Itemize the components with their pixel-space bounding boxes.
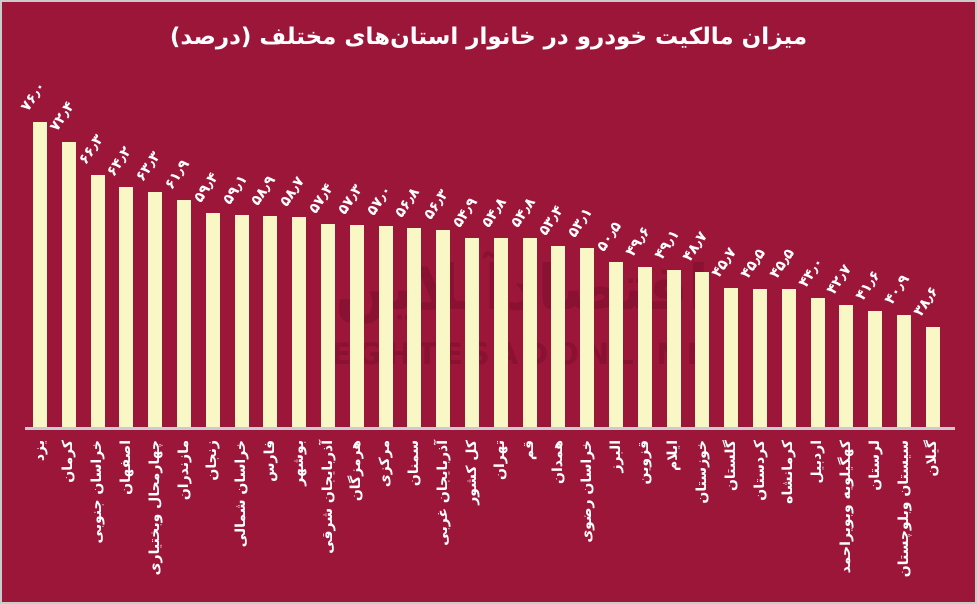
bar [522,238,537,427]
x-axis-label: زنجان [204,440,221,481]
x-axis-label: ایلام [665,440,682,471]
bar-value-label: ۵۷٫۳ [334,181,366,218]
bar [666,270,681,427]
x-axis-label: آذربایجان غربی [434,440,451,546]
bar [349,225,364,427]
bar [205,213,220,427]
x-axis-label: گلستان [722,440,739,492]
x-axis-label: کهگیلویه وبویراحمد [837,440,854,574]
x-axis-label: چهارمحال وبختیاری [146,440,163,576]
bar [925,327,940,427]
bar-value-label: ۴۱٫۶ [853,267,885,304]
x-axis-label: کرمان [60,440,77,483]
bar [378,226,393,427]
x-axis-label: خوزستان [693,440,710,504]
x-axis-label: مرکزی [377,440,394,488]
bar-value-label: ۶۶٫۳ [75,131,107,168]
bar [868,311,883,427]
x-axis-label: خراسان جنوبی [89,440,106,544]
bar [321,224,335,427]
bar-value-label: ۳۸٫۶ [910,283,942,320]
bar [810,298,825,427]
x-axis-label: اصفهان [117,440,134,495]
bar-value-label: ۶۳٫۳ [133,148,165,185]
x-axis-label: هرمزگان [348,440,365,502]
bar-value-label: ۷۲٫۴ [46,98,78,135]
bar-value-label: ۴۸٫۷ [680,228,712,265]
x-axis-label: کل کشور [463,440,480,505]
bar-value-label: ۷۶٫۰ [17,78,50,115]
bar-value-label: ۴۵٫۷ [709,244,741,281]
bar [551,246,566,427]
x-axis-label: یزد [31,440,48,462]
x-axis-label: همدان [549,440,566,484]
x-axis-label: مازندران [175,440,192,501]
bar [637,267,652,427]
bar-value-label: ۵۶٫۳ [421,186,453,223]
bar-value-label: ۴۹٫۱ [651,226,683,263]
bar [292,217,307,427]
bar [609,262,623,427]
bar [897,315,911,427]
x-axis-line [25,427,955,430]
x-axis-label: بوشهر [290,440,307,486]
bar [234,215,249,427]
x-axis-label: سمنان [405,440,422,487]
bar [407,228,422,427]
bar-value-label: ۵۷٫۰ [363,182,395,219]
bar [839,305,854,427]
bar-value-label: ۴۴٫۰ [795,254,827,291]
bar [724,288,739,427]
bar-value-label: ۴۵٫۵ [766,245,798,282]
bar [753,289,767,427]
x-axis-label: لرستان [866,440,883,491]
x-axis-label: قم [521,440,538,461]
x-axis-label: سیستان وبلوچستان [895,440,912,578]
bar [493,238,508,427]
bar [580,248,595,427]
x-axis-label: اردبیل [809,440,826,484]
bar-value-label: ۵۷٫۴ [305,180,338,217]
bar-value-label: ۵۹٫۴ [190,169,222,206]
bar-value-label: ۴۵٫۵ [737,245,770,282]
bar [61,142,76,427]
bar-value-label: ۶۱٫۹ [161,156,194,193]
bar [436,230,451,427]
bar-value-label: ۴۰٫۹ [881,271,914,308]
bar-value-label: ۵۳٫۱ [565,204,597,241]
bar [781,289,796,427]
bar-value-label: ۵۶٫۸ [392,184,424,221]
x-axis-label: تهران [492,440,509,480]
bar-value-label: ۵۹٫۱ [219,171,251,208]
bar-value-label: ۵۴٫۹ [449,194,482,231]
bar-value-label: ۵۴٫۸ [507,194,539,231]
x-axis-label: گیلان [924,440,941,477]
bar [465,238,479,427]
x-axis-label: البرز [607,440,624,473]
x-axis-label: آذربایجان شرقی [319,440,336,554]
bar-value-label: ۵۸٫۷ [277,173,309,210]
bar-value-label: ۵۴٫۸ [478,194,510,231]
bar [695,272,710,427]
chart-title: میزان مالکیت خودرو در خانوار استان‌های م… [169,24,808,50]
bar [148,192,163,427]
bar [90,175,105,427]
bar-value-label: ۴۹٫۶ [622,223,654,260]
bar-value-label: ۵۸٫۹ [248,172,280,209]
bar-value-label: ۵۳٫۴ [536,202,568,239]
x-axis-label: خراسان شمالی [233,440,250,548]
x-axis-label: فارس [261,440,278,482]
x-axis-label: خراسان رضوی [578,440,595,543]
bar-value-label: ۴۲٫۷ [824,261,856,298]
x-axis-label: کرمانشاه [780,440,797,504]
bar [263,216,278,427]
bar [177,200,191,427]
bar [119,187,134,427]
x-axis-label: کردستان [751,440,768,501]
x-axis-label: قزوین [636,440,653,485]
bar [33,122,47,427]
